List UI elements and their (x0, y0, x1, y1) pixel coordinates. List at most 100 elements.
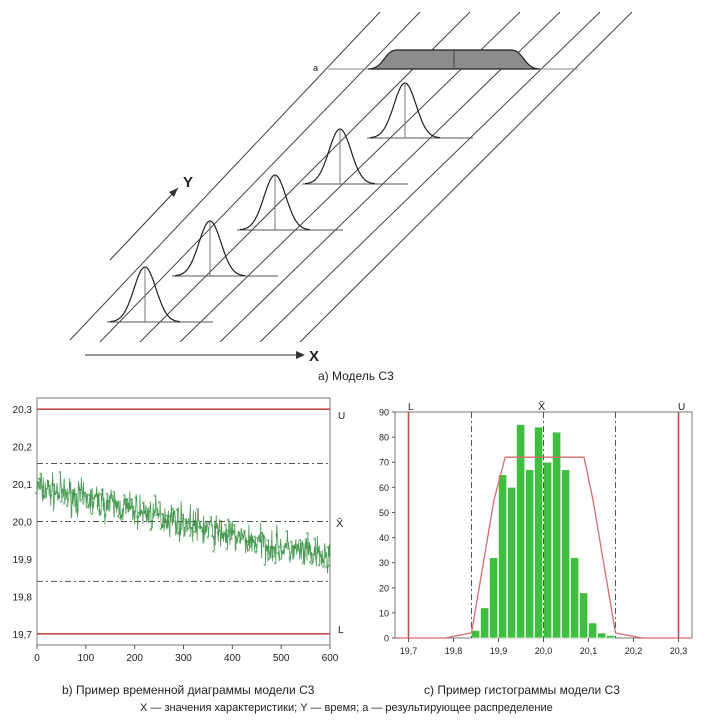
series-marker: × (273, 562, 277, 568)
series-marker: × (259, 539, 263, 545)
series-marker: × (124, 497, 128, 503)
series-marker: × (219, 519, 223, 525)
series-marker: × (93, 494, 97, 500)
series-marker: × (115, 506, 119, 512)
series-marker: × (122, 494, 126, 500)
series-marker: × (194, 521, 198, 527)
series-marker: × (257, 539, 261, 545)
series-marker: × (70, 490, 74, 496)
series-marker: × (244, 540, 248, 546)
series-marker: × (307, 542, 311, 548)
series-marker: × (35, 491, 39, 497)
series-marker: × (212, 549, 216, 555)
series-marker: × (218, 529, 222, 535)
series-marker: × (73, 494, 77, 500)
series-marker: × (269, 545, 273, 551)
resulting-distribution: a (313, 49, 578, 73)
series-marker: × (207, 522, 211, 528)
series-marker: × (102, 503, 106, 509)
series-marker: × (295, 543, 299, 549)
time-chart-x-ticks: 0 100 200 300 400 500 600 (34, 645, 339, 664)
series-marker: × (282, 545, 286, 551)
y-tick-label: 0 (384, 634, 389, 644)
series-marker: × (235, 537, 239, 543)
series-marker: × (87, 493, 91, 499)
series-marker: × (221, 532, 225, 538)
histogram-bar (471, 630, 480, 639)
series-marker: × (141, 501, 145, 507)
y-tick-label: 20,3 (13, 405, 33, 416)
series-marker: × (181, 513, 185, 519)
series-marker: × (103, 514, 107, 520)
series-marker: × (263, 563, 267, 569)
time-chart-mean-label: X̄ (336, 517, 344, 530)
series-marker: × (210, 534, 214, 540)
model-caption: а) Модель С3 (318, 369, 394, 383)
time-chart-limits (37, 408, 330, 635)
series-marker: × (185, 521, 189, 527)
series-marker: × (200, 529, 204, 535)
histogram-bar (561, 469, 570, 639)
series-marker: × (265, 549, 269, 555)
histogram-bar (498, 474, 507, 639)
series-marker: × (303, 553, 307, 559)
x-tick-label: 400 (224, 653, 241, 664)
series-marker: × (171, 507, 175, 513)
series-marker: × (323, 556, 327, 562)
series-marker: × (232, 524, 236, 530)
series-marker: × (316, 547, 320, 553)
series-marker: × (134, 496, 138, 502)
series-marker: × (90, 512, 94, 518)
series-marker: × (247, 548, 251, 554)
series-marker: × (319, 554, 323, 560)
series-marker: × (225, 547, 229, 553)
series-marker: × (64, 497, 68, 503)
histogram-bar (480, 607, 489, 639)
series-marker: × (240, 537, 244, 543)
series-marker: × (77, 487, 81, 493)
series-marker: × (228, 530, 232, 536)
series-marker: × (275, 533, 279, 539)
y-axis-arrow: Y (109, 174, 193, 261)
result-label: a (313, 63, 318, 73)
y-tick-label: 60 (379, 483, 389, 493)
series-marker: × (172, 510, 176, 516)
series-marker: × (278, 545, 282, 551)
series-marker: × (118, 516, 122, 522)
histogram-mean-label: X̄ (538, 400, 546, 413)
x-tick-label: 500 (273, 653, 290, 664)
series-marker: × (203, 531, 207, 537)
x-tick-label: 100 (77, 653, 94, 664)
series-marker: × (231, 529, 235, 535)
histogram-limits (407, 412, 680, 638)
series-marker: × (206, 535, 210, 541)
series-marker: × (310, 562, 314, 568)
series-marker: × (306, 532, 310, 538)
series-marker: × (112, 491, 116, 497)
series-marker: × (193, 530, 197, 536)
diagonal-line (69, 11, 381, 341)
x-tick-label: 20,2 (625, 646, 643, 656)
y-tick-label: 30 (379, 558, 389, 568)
series-marker: × (140, 511, 144, 517)
series-marker: × (276, 551, 280, 557)
series-marker: × (317, 563, 321, 569)
series-marker: × (89, 504, 93, 510)
series-marker: × (74, 492, 78, 498)
series-marker: × (121, 508, 125, 514)
series-marker: × (262, 534, 266, 540)
histogram-guides (471, 412, 616, 638)
series-marker: × (67, 491, 71, 497)
series-marker: × (328, 564, 332, 570)
series-marker: × (291, 544, 295, 550)
y-tick-label: 90 (379, 408, 389, 418)
series-marker: × (286, 547, 290, 553)
series-marker: × (61, 495, 65, 501)
series-marker: × (326, 545, 330, 551)
x-tick-label: 300 (175, 653, 192, 664)
diagonal-line (99, 11, 421, 343)
series-marker: × (191, 523, 195, 529)
series-marker: × (289, 540, 293, 546)
series-marker: × (100, 488, 104, 494)
series-marker: × (270, 546, 274, 552)
